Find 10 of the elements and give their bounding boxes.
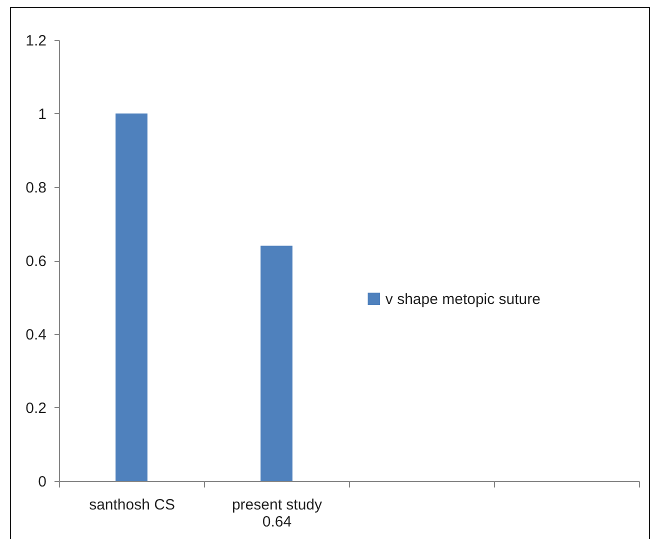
y-tick-label: 0.8: [26, 180, 46, 196]
x-tick-label: present study 0.64: [232, 496, 323, 530]
y-tick-label: 0.2: [26, 400, 46, 417]
x-tick-label: santhosh CS: [89, 496, 175, 514]
y-tick-label: 0.6: [26, 253, 46, 270]
y-tick-label: 0: [38, 474, 46, 490]
legend-label: v shape metopic suture: [385, 290, 540, 308]
y-tick-label: 1.2: [26, 32, 46, 50]
y-tick-label: 0.4: [26, 326, 46, 344]
y-tick-label: 1: [38, 106, 46, 123]
